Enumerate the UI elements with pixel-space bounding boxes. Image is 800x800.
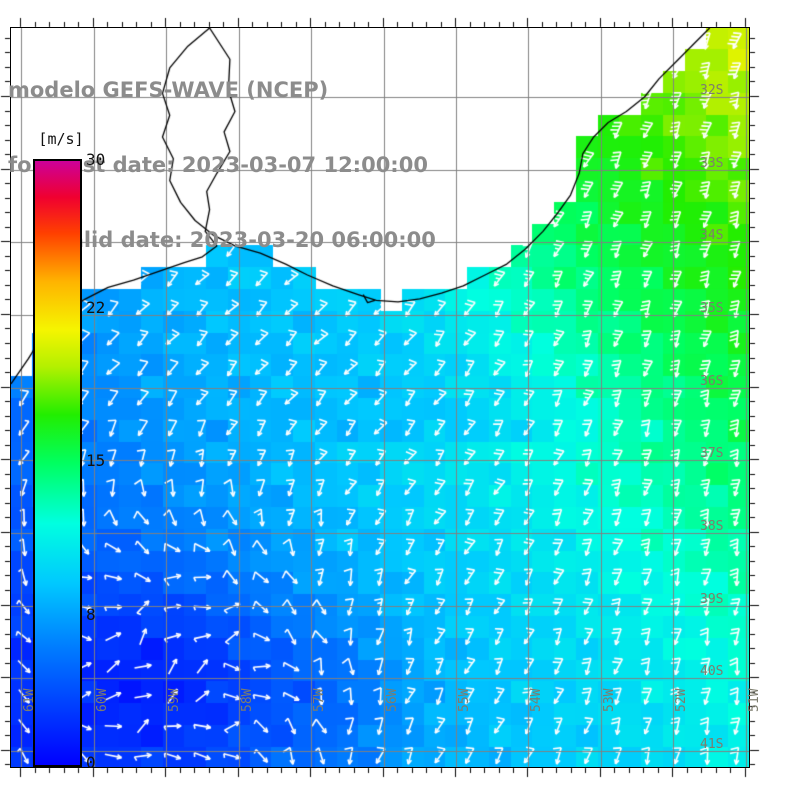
- colorbar-tick-0: 0: [86, 753, 96, 772]
- valid-date: valid date: 2023-03-20 06:00:00: [56, 228, 436, 252]
- page-title: modelo GEFS-WAVE (NCEP): [8, 78, 329, 102]
- latitude-label-33S: 33S: [700, 155, 724, 171]
- longitude-label-54W: 54W: [529, 688, 545, 712]
- latitude-label-39S: 39S: [700, 591, 724, 607]
- latitude-label-32S: 32S: [700, 83, 724, 98]
- longitude-label-53W: 53W: [601, 688, 617, 712]
- plot-title-block: modelo GEFS-WAVE (NCEP) forecast date: 2…: [0, 28, 520, 303]
- colorbar-gradient: [35, 161, 80, 765]
- latitude-label-38S: 38S: [700, 518, 724, 534]
- longitude-label-57W: 57W: [312, 688, 328, 712]
- longitude-label-58W: 58W: [239, 688, 255, 712]
- latitude-label-34S: 34S: [700, 228, 724, 244]
- colorbar-tick-22: 22: [86, 298, 106, 317]
- colorbar-tick-30: 30: [86, 150, 106, 169]
- longitude-label-55W: 55W: [457, 688, 472, 712]
- longitude-label-56W: 56W: [384, 688, 400, 712]
- colorbar: [33, 159, 82, 767]
- longitude-label-59W: 59W: [167, 688, 183, 712]
- latitude-label-37S: 37S: [700, 446, 724, 462]
- longitude-label-51W: 51W: [746, 688, 762, 712]
- colorbar-tick-15: 15: [86, 451, 106, 470]
- colorbar-tick-8: 8: [86, 605, 96, 624]
- longitude-label-60W: 60W: [94, 688, 110, 712]
- latitude-label-41S: 41S: [700, 736, 724, 752]
- longitude-label-52W: 52W: [674, 688, 690, 712]
- latitude-label-36S: 36S: [700, 373, 724, 389]
- forecast-date: forecast date: 2023-03-07 12:00:00: [8, 153, 428, 177]
- latitude-label-40S: 40S: [700, 664, 724, 680]
- colorbar-unit-label: [m/s]: [38, 130, 84, 148]
- longitude-label-61W: 61W: [22, 688, 38, 712]
- latitude-label-35S: 35S: [700, 300, 724, 316]
